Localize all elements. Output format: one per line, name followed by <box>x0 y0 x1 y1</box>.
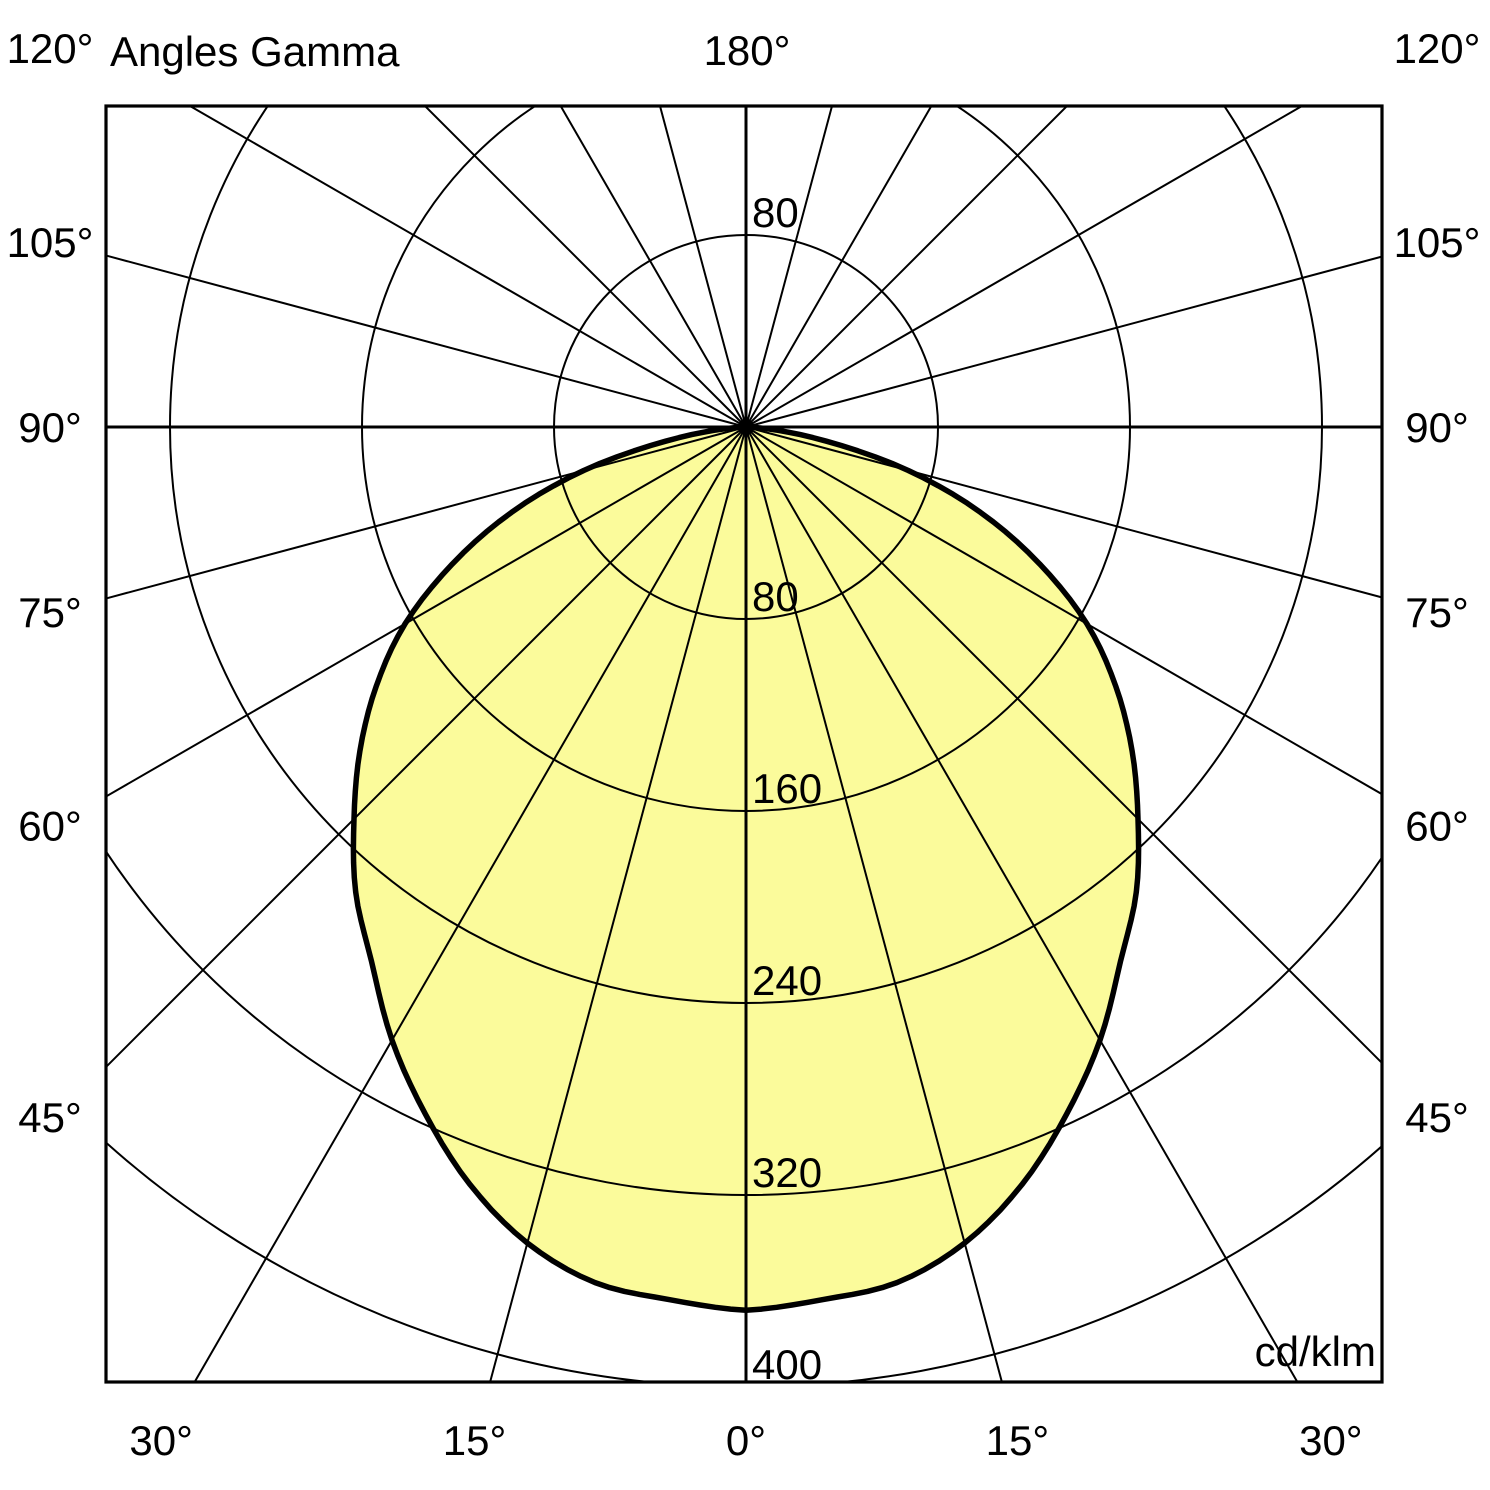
gamma-label-right-105: 105° <box>1394 219 1481 266</box>
gamma-label-left-60: 60° <box>18 802 82 849</box>
gamma-ray-165 <box>745 106 834 428</box>
gamma-ray-210 <box>559 106 747 428</box>
gamma-label-right-60: 60° <box>1405 802 1469 849</box>
gamma-label-left-120: 120° <box>7 25 94 72</box>
gamma-label-right-45: 45° <box>1405 1094 1469 1141</box>
gamma-ray-225 <box>423 106 747 428</box>
gamma-ray-105 <box>745 255 1382 428</box>
intensity-curve-outline <box>350 424 1142 1313</box>
gamma-label-bottom-l15: 15° <box>443 1417 507 1464</box>
gamma-ray-345 <box>489 426 747 1382</box>
gamma-ray-45 <box>745 426 1382 1065</box>
radial-tick-label-240: 240 <box>752 957 822 1004</box>
gamma-label-bottom-r15: 15° <box>986 1417 1050 1464</box>
gamma-label-bottom-c0: 0° <box>726 1417 766 1464</box>
gamma-ray-255 <box>106 254 747 428</box>
gamma-ray-240 <box>188 106 747 428</box>
gamma-label-left-45: 45° <box>18 1094 82 1141</box>
gamma-ray-330 <box>193 426 747 1382</box>
gamma-ray-315 <box>106 426 747 1069</box>
gamma-ray-285 <box>106 426 747 600</box>
gamma-ray-300 <box>106 426 747 798</box>
gamma-label-left-105: 105° <box>7 219 94 266</box>
gamma-label-right-120: 120° <box>1394 25 1481 72</box>
gamma-ray-150 <box>745 106 933 428</box>
gamma-label-bottom-r30: 30° <box>1299 1417 1363 1464</box>
radial-tick-label-above-80: 80 <box>752 189 799 236</box>
gamma-ray-60 <box>745 426 1382 796</box>
gamma-ray-135 <box>745 106 1069 428</box>
gamma-label-right-75: 75° <box>1405 589 1469 636</box>
gamma-label-left-75: 75° <box>18 589 82 636</box>
radial-tick-label-320: 320 <box>752 1149 822 1196</box>
radial-tick-label-80: 80 <box>752 573 799 620</box>
chart-title: Angles Gamma <box>110 28 400 75</box>
axis-labels: Angles Gamma 180° cd/klm 80 80 160 240 320 40… <box>7 25 1481 1464</box>
pole-dot <box>738 419 754 435</box>
top-axis-label-180: 180° <box>704 27 791 74</box>
radial-tick-label-400: 400 <box>752 1341 822 1388</box>
gamma-ray-75 <box>745 426 1382 599</box>
gamma-label-left-90: 90° <box>18 404 82 451</box>
gamma-ray-195 <box>658 106 747 428</box>
gamma-ray-30 <box>745 426 1299 1382</box>
gamma-label-right-90: 90° <box>1405 404 1469 451</box>
unit-label: cd/klm <box>1255 1328 1376 1375</box>
plot-border <box>104 104 1384 1384</box>
gamma-label-bottom-l30: 30° <box>129 1417 193 1464</box>
radial-tick-label-160: 160 <box>752 765 822 812</box>
gamma-ray-120 <box>745 106 1304 428</box>
gamma-ray-15 <box>745 426 1003 1382</box>
